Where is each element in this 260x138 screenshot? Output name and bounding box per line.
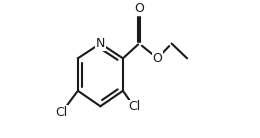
Text: O: O bbox=[153, 52, 162, 65]
Text: N: N bbox=[96, 37, 105, 50]
Text: Cl: Cl bbox=[55, 106, 68, 119]
Text: Cl: Cl bbox=[128, 100, 140, 113]
Text: O: O bbox=[134, 2, 144, 15]
